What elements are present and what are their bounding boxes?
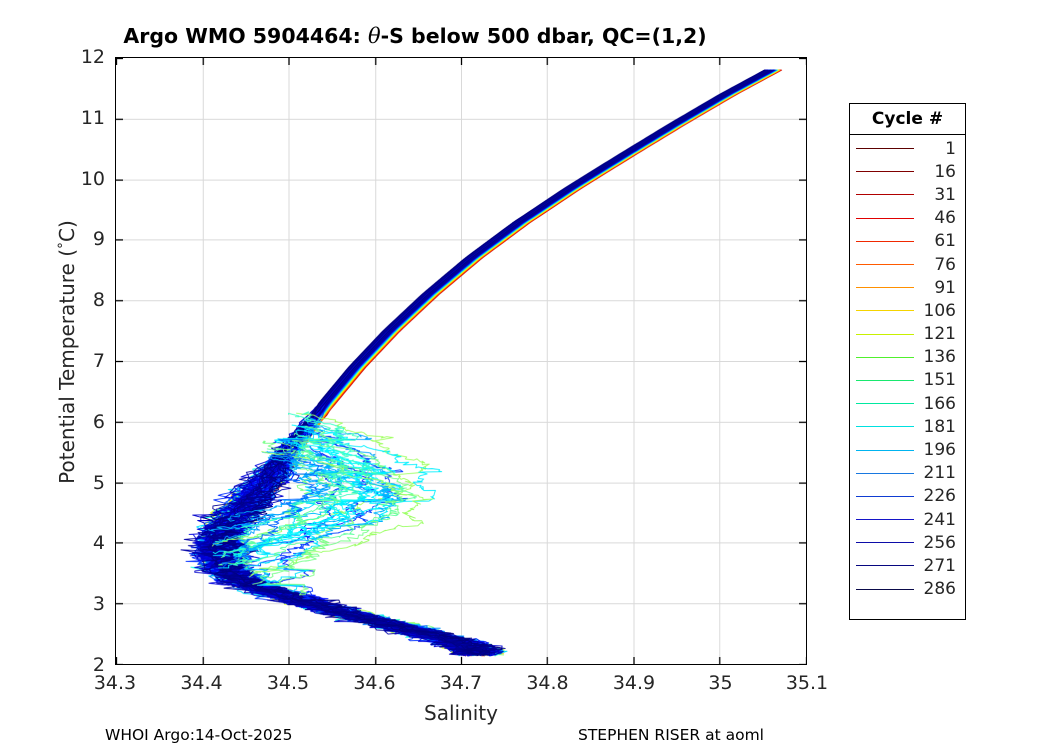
legend-item-label: 151 xyxy=(923,370,956,391)
legend-color-line xyxy=(856,310,914,312)
legend-color-line xyxy=(856,403,914,405)
legend-color-line xyxy=(856,287,914,289)
legend-box: Cycle # 1 16 31 46 61 76 91 106 121 136 151 166 181 1… xyxy=(849,103,966,620)
y-tick-label: 6 xyxy=(92,410,105,433)
legend-item-label: 106 xyxy=(923,300,956,321)
legend-color-line xyxy=(856,588,914,590)
legend-item[interactable]: 241 xyxy=(850,508,965,531)
legend-item[interactable]: 16 xyxy=(850,160,965,183)
legend-item[interactable]: 76 xyxy=(850,253,965,276)
footer-author-text: STEPHEN RISER at aoml xyxy=(578,726,764,744)
legend-item-label: 166 xyxy=(923,393,956,414)
legend-item-label: 16 xyxy=(934,161,956,182)
legend-item[interactable]: 121 xyxy=(850,323,965,346)
legend-item[interactable]: 31 xyxy=(850,183,965,206)
legend-item-label: 121 xyxy=(923,324,956,345)
legend-item[interactable]: 91 xyxy=(850,276,965,299)
legend-item[interactable]: 46 xyxy=(850,207,965,230)
legend-item-label: 61 xyxy=(934,231,956,252)
legend-item-label: 286 xyxy=(923,579,956,600)
legend-item[interactable]: 196 xyxy=(850,438,965,461)
legend-item[interactable]: 256 xyxy=(850,531,965,554)
legend-color-line xyxy=(856,449,914,451)
legend-item-label: 31 xyxy=(934,184,956,205)
title-prefix: Argo WMO 5904464: xyxy=(123,24,368,48)
legend-item[interactable]: 271 xyxy=(850,554,965,577)
y-tick-label: 2 xyxy=(92,654,105,676)
legend-color-line xyxy=(856,519,914,521)
x-tick-label: 34.4 xyxy=(180,672,223,694)
plot-area xyxy=(115,57,807,665)
legend-item-label: 136 xyxy=(923,347,956,368)
theta-symbol: θ xyxy=(367,24,381,48)
legend-item[interactable]: 226 xyxy=(850,485,965,508)
theta-s-scatter-canvas xyxy=(116,58,806,664)
y-tick-label: 11 xyxy=(80,106,105,129)
footer-source-text: WHOI Argo:14-Oct-2025 xyxy=(105,726,293,744)
legend-color-line xyxy=(856,264,914,266)
legend-item[interactable]: 61 xyxy=(850,230,965,253)
legend-item-label: 196 xyxy=(923,440,956,461)
y-tick-label: 9 xyxy=(92,228,105,251)
y-tick-label: 12 xyxy=(80,46,105,68)
title-suffix: -S below 500 dbar, QC=(1,2) xyxy=(380,24,707,48)
legend-item-label: 271 xyxy=(923,555,956,576)
legend-color-line xyxy=(856,472,914,474)
legend-title: Cycle # xyxy=(850,104,965,135)
legend-color-line xyxy=(856,194,914,196)
legend-color-line xyxy=(856,379,914,381)
x-tick-label: 34.5 xyxy=(266,672,310,694)
legend-color-line xyxy=(856,495,914,497)
legend-color-line xyxy=(856,148,914,150)
x-tick-label: 34.6 xyxy=(353,672,396,694)
x-tick-label: 35 xyxy=(708,672,733,694)
legend-item-label: 91 xyxy=(934,277,956,298)
page-title: Argo WMO 5904464: θ-S below 500 dbar, QC… xyxy=(0,24,830,48)
x-tick-label: 34.8 xyxy=(526,672,569,694)
legend-color-line xyxy=(856,240,914,242)
legend-item-label: 256 xyxy=(923,532,956,553)
legend-item-list: 1 16 31 46 61 76 91 106 121 136 151 166 181 196 211 226… xyxy=(850,135,965,601)
legend-color-line xyxy=(856,171,914,173)
x-tick-label: 35.1 xyxy=(785,672,829,694)
legend-item-label: 241 xyxy=(923,509,956,530)
legend-item-label: 46 xyxy=(934,208,956,229)
legend-item-label: 76 xyxy=(934,254,956,275)
legend-color-line xyxy=(856,333,914,335)
x-tick-label: 34.9 xyxy=(612,672,656,694)
x-tick-label: 34.7 xyxy=(439,672,483,694)
legend-item[interactable]: 166 xyxy=(850,392,965,415)
x-axis-title: Salinity xyxy=(424,701,498,725)
y-tick-label: 8 xyxy=(92,289,105,312)
legend-item-label: 226 xyxy=(923,486,956,507)
y-axis-title: Potential Temperature (°C) xyxy=(55,220,79,484)
legend-item-label: 211 xyxy=(923,463,956,484)
legend-color-line xyxy=(856,565,914,567)
legend-color-line xyxy=(856,426,914,428)
legend-item[interactable]: 286 xyxy=(850,578,965,601)
y-tick-label: 7 xyxy=(92,350,105,372)
legend-item[interactable]: 1 xyxy=(850,137,965,160)
legend-color-line xyxy=(856,217,914,219)
degree-symbol: ° xyxy=(56,241,73,249)
legend-item-label: 1 xyxy=(945,138,956,159)
legend-item[interactable]: 106 xyxy=(850,299,965,322)
legend-color-line xyxy=(856,542,914,544)
legend-item[interactable]: 211 xyxy=(850,462,965,485)
x-tick-label: 34.3 xyxy=(93,672,137,694)
legend-item-label: 181 xyxy=(923,416,956,437)
y-tick-label: 5 xyxy=(92,471,105,494)
y-tick-label: 3 xyxy=(92,593,105,616)
y-tick-label: 10 xyxy=(80,167,105,190)
legend-color-line xyxy=(856,356,914,358)
y-tick-label: 4 xyxy=(92,532,105,555)
legend-item[interactable]: 136 xyxy=(850,346,965,369)
legend-item[interactable]: 181 xyxy=(850,415,965,438)
legend-item[interactable]: 151 xyxy=(850,369,965,392)
